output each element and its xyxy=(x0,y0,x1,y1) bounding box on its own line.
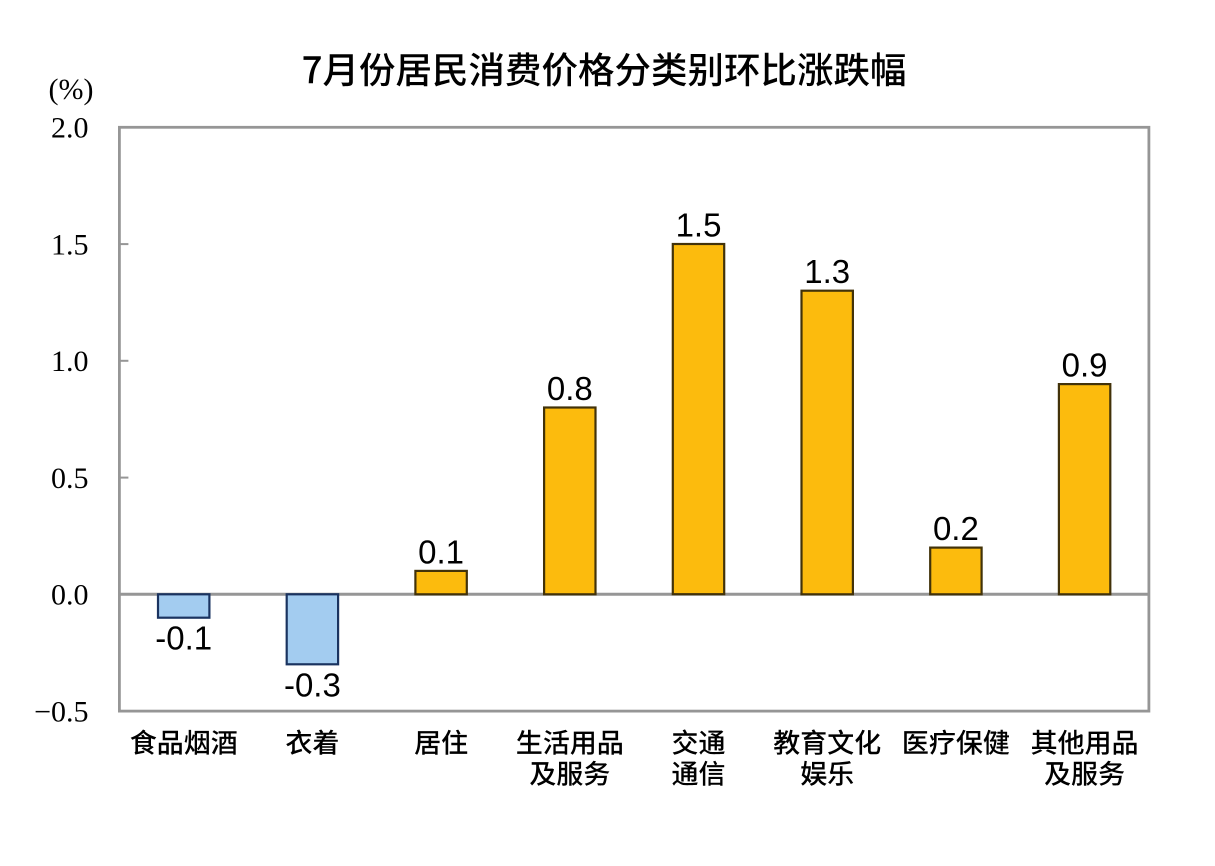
svg-text:0.0: 0.0 xyxy=(51,579,89,612)
svg-text:0.9: 0.9 xyxy=(1062,347,1108,384)
svg-text:-0.1: -0.1 xyxy=(155,620,212,657)
svg-text:0.8: 0.8 xyxy=(547,370,593,407)
svg-text:−0.5: −0.5 xyxy=(34,695,88,728)
svg-text:1.3: 1.3 xyxy=(804,253,850,290)
svg-text:2.0: 2.0 xyxy=(51,112,89,145)
svg-text:1.5: 1.5 xyxy=(676,207,722,244)
svg-text:1.0: 1.0 xyxy=(51,345,89,378)
svg-text:1.5: 1.5 xyxy=(51,228,89,261)
svg-text:0.1: 0.1 xyxy=(418,533,464,570)
svg-text:(%): (%) xyxy=(49,73,94,106)
svg-text:0.2: 0.2 xyxy=(933,510,979,547)
svg-text:-0.3: -0.3 xyxy=(284,666,341,703)
svg-text:0.5: 0.5 xyxy=(51,462,89,495)
